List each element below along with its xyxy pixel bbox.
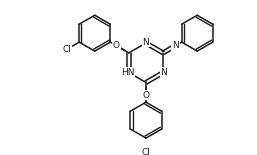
- Text: O: O: [113, 41, 120, 50]
- Text: N: N: [143, 38, 149, 47]
- Text: O: O: [142, 91, 150, 100]
- Text: Cl: Cl: [142, 148, 150, 155]
- Text: N: N: [172, 41, 179, 50]
- Text: N: N: [161, 68, 167, 77]
- Text: HN: HN: [121, 68, 135, 77]
- Text: Cl: Cl: [62, 45, 71, 54]
